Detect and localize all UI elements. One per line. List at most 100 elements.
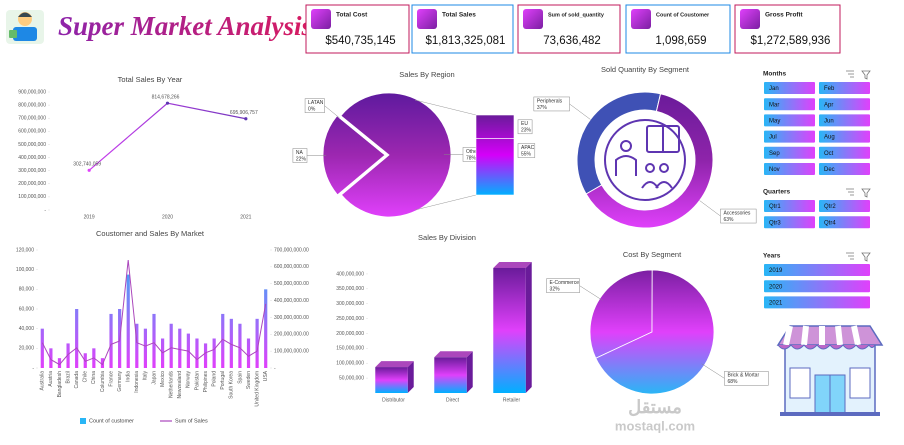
chart-title: Sales By Division (418, 233, 476, 242)
logo (6, 10, 44, 44)
slicer-item[interactable]: Sep (769, 151, 780, 157)
y-tick-label: 900,000,000 (18, 89, 46, 95)
data-label: 814,678,266 (152, 95, 180, 101)
slicer-title: Years (763, 253, 781, 260)
x-tick-label: Austria (48, 371, 54, 387)
y-tick-label: 400,000,000 (18, 155, 46, 161)
slicer-item[interactable]: Jun (824, 118, 834, 124)
slicer-item[interactable]: Qtr3 (769, 220, 781, 226)
data-label: 302,740,059 (73, 162, 101, 168)
slicer-item[interactable]: Jan (769, 86, 779, 92)
y-tick-label: 350,000,000 (336, 286, 364, 292)
slicer-item[interactable]: May (769, 118, 780, 124)
slicer-item[interactable]: Mar (769, 102, 779, 108)
legend-swatch (80, 418, 86, 424)
data-label-category: EU (521, 121, 528, 127)
data-label-value: 68% (727, 379, 738, 385)
x-tick-label: Indonesia (134, 371, 140, 393)
data-label-category: APAC (521, 145, 535, 151)
watermark-arabic: مستقل (628, 397, 682, 417)
legend-label: Sum of Sales (175, 418, 208, 424)
x-tick-label: Columbia (100, 371, 106, 392)
line-point (244, 117, 247, 120)
kpi-value: $1,272,589,936 (751, 35, 831, 47)
bar-top (493, 262, 531, 268)
bar-side (467, 351, 473, 393)
y-tick-label: 100,000,000 (336, 361, 364, 367)
kpi-icon (417, 9, 437, 29)
x-tick-label: India (126, 371, 132, 382)
chart-title: Total Sales By Year (118, 75, 183, 84)
y-tick-label: 150,000,000 (336, 346, 364, 352)
x-tick-label: Canada (74, 371, 80, 389)
chart-title: Sold Quantity By Segment (601, 65, 690, 74)
slicer-item[interactable]: 2021 (769, 300, 783, 306)
y-tick-label: 250,000,000 (336, 316, 364, 322)
bar (75, 309, 78, 368)
x-tick-label: Norway (186, 371, 192, 388)
slicer-item[interactable]: Qtr2 (824, 204, 836, 210)
slicer-item[interactable]: Jul (769, 135, 777, 141)
y-tick-label: 800,000,000 (18, 102, 46, 108)
bar (178, 329, 181, 368)
kpi-label: Count of Coustomer (656, 12, 710, 18)
slicer-item[interactable]: Qtr4 (824, 220, 836, 226)
y2-tick-label: 600,000,000.00 (274, 264, 309, 270)
y2-tick-label: 400,000,000.00 (274, 298, 309, 304)
chart-title: Sales By Region (399, 70, 454, 79)
chart-title: Cost By Segment (623, 250, 682, 259)
store-illustration (778, 326, 882, 416)
bar (238, 324, 241, 368)
x-tick-label: France (108, 371, 114, 387)
data-label-category: E-Commerce (550, 280, 580, 286)
bar (170, 324, 173, 368)
slicer-item[interactable]: Feb (824, 86, 835, 92)
slicer-item[interactable]: Qtr1 (769, 204, 781, 210)
data-label-value: 37% (537, 105, 548, 111)
slicer-item[interactable]: Aug (824, 135, 835, 141)
slicer-item[interactable]: 2020 (769, 284, 783, 290)
dashboard-title: Super Market Analysis (58, 11, 312, 41)
data-label-category: Brick & Mortar (727, 373, 759, 379)
kpi-label: Total Cost (336, 12, 368, 19)
data-label: 695,906,757 (230, 110, 258, 116)
data-label-value: 0% (308, 107, 316, 113)
secondary-segment (476, 139, 514, 195)
kpi-value: $540,735,145 (325, 35, 395, 47)
y2-tick-label: 500,000,000.00 (274, 281, 309, 287)
slicer-item[interactable]: Nov (769, 167, 780, 173)
kpi-label: Total Sales (442, 12, 476, 19)
x-tick-label: 2021 (240, 214, 251, 220)
data-label-value: 55% (521, 151, 532, 157)
slicer-item[interactable]: Apr (824, 102, 833, 108)
slicer-item[interactable]: 2019 (769, 268, 783, 274)
kpi-value: 73,636,482 (543, 35, 601, 47)
bar-top (434, 351, 472, 357)
bar (109, 314, 112, 368)
x-tick-label: Netherlands (169, 371, 175, 398)
slicer-item[interactable]: Oct (824, 151, 834, 157)
data-label-value: 78% (466, 155, 477, 161)
watermark-latin: mostaql.com (615, 418, 695, 433)
secondary-segment (476, 115, 514, 139)
slicer-title: Months (763, 71, 786, 78)
x-tick-label: 2019 (84, 214, 95, 220)
data-label-value: 22% (296, 156, 307, 162)
x-tick-label: Newzealand (177, 371, 183, 399)
x-tick-label: Japan (151, 371, 157, 385)
kpi-icon (631, 9, 651, 29)
y2-tick-label: 300,000,000.00 (274, 315, 309, 321)
legend-label: Count of customer (89, 418, 134, 424)
y-tick-label: 300,000,000 (18, 168, 46, 174)
x-tick-label: Poland (211, 371, 217, 387)
bar (493, 268, 525, 393)
slicer-title: Quarters (763, 189, 790, 196)
bar (127, 275, 130, 368)
slicer-item[interactable]: Dec (824, 167, 835, 173)
y-tick-label: 120,000 (16, 247, 34, 253)
data-label-category: NA (296, 150, 304, 156)
x-tick-label: Germany (117, 371, 123, 392)
y-tick-label: 100,000 (16, 267, 34, 273)
kpi-icon (740, 9, 760, 29)
